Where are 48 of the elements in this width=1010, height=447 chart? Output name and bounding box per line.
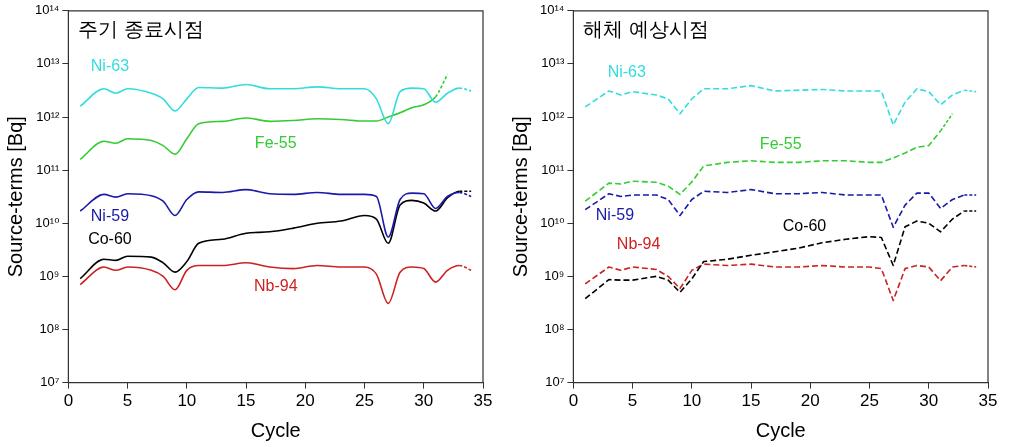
chart-title: 주기 종료시점 <box>78 18 204 41</box>
chart-title: 해체 예상시점 <box>583 18 709 41</box>
series-label: Nb-94 <box>616 235 661 253</box>
y-tick-label: 10⁷ <box>545 374 565 390</box>
x-tick-label: 35 <box>473 391 493 411</box>
y-tick-label: 10¹¹ <box>541 161 566 177</box>
y-tick-label: 10¹⁰ <box>540 214 565 230</box>
y-tick-label: 10¹⁴ <box>540 2 565 18</box>
x-tick-label: 35 <box>978 391 998 411</box>
y-tick-label: 10⁹ <box>39 267 60 283</box>
x-tick-label: 10 <box>177 391 197 411</box>
y-tick-label: 10¹² <box>541 108 566 124</box>
x-tick-label: 25 <box>355 391 374 411</box>
series-label: Co-60 <box>88 229 132 247</box>
y-tick-label: 10⁹ <box>544 267 565 283</box>
y-tick-label: 10¹³ <box>36 55 61 71</box>
series-label: Ni-59 <box>90 206 130 224</box>
series-label: Ni-63 <box>90 57 130 75</box>
x-tick-label: 20 <box>295 391 315 411</box>
series-label: Co-60 <box>782 216 827 234</box>
x-tick-label: 25 <box>860 391 879 411</box>
x-tick-label: 0 <box>568 391 579 411</box>
series-label: Nb-94 <box>253 277 298 295</box>
x-tick-label: 30 <box>414 391 434 411</box>
y-tick-label: 10⁸ <box>544 321 565 337</box>
x-tick-label: 5 <box>122 391 133 411</box>
x-tick-label: 5 <box>627 391 638 411</box>
x-axis-title: Cycle <box>755 418 806 441</box>
y-axis-title: Source-terms [Bq] <box>508 116 531 278</box>
x-tick-label: 15 <box>741 391 761 411</box>
x-tick-label: 30 <box>919 391 939 411</box>
x-tick-label: 20 <box>800 391 820 411</box>
y-tick-label: 10¹² <box>36 108 61 124</box>
series-label: Fe-55 <box>759 134 802 152</box>
y-tick-label: 10⁷ <box>40 374 60 390</box>
y-tick-label: 10¹¹ <box>36 161 61 177</box>
y-tick-label: 10¹⁰ <box>35 214 60 230</box>
y-axis-title: Source-terms [Bq] <box>3 116 26 278</box>
x-tick-label: 15 <box>236 391 256 411</box>
y-tick-label: 10¹³ <box>541 55 566 71</box>
y-tick-label: 10⁸ <box>39 321 60 337</box>
x-tick-label: 10 <box>682 391 702 411</box>
series-label: Ni-59 <box>595 206 635 224</box>
series-label: Fe-55 <box>254 133 297 151</box>
series-label: Ni-63 <box>607 63 646 81</box>
y-tick-label: 10¹⁴ <box>35 2 60 18</box>
x-axis-title: Cycle <box>250 418 301 441</box>
x-tick-label: 0 <box>63 391 74 411</box>
